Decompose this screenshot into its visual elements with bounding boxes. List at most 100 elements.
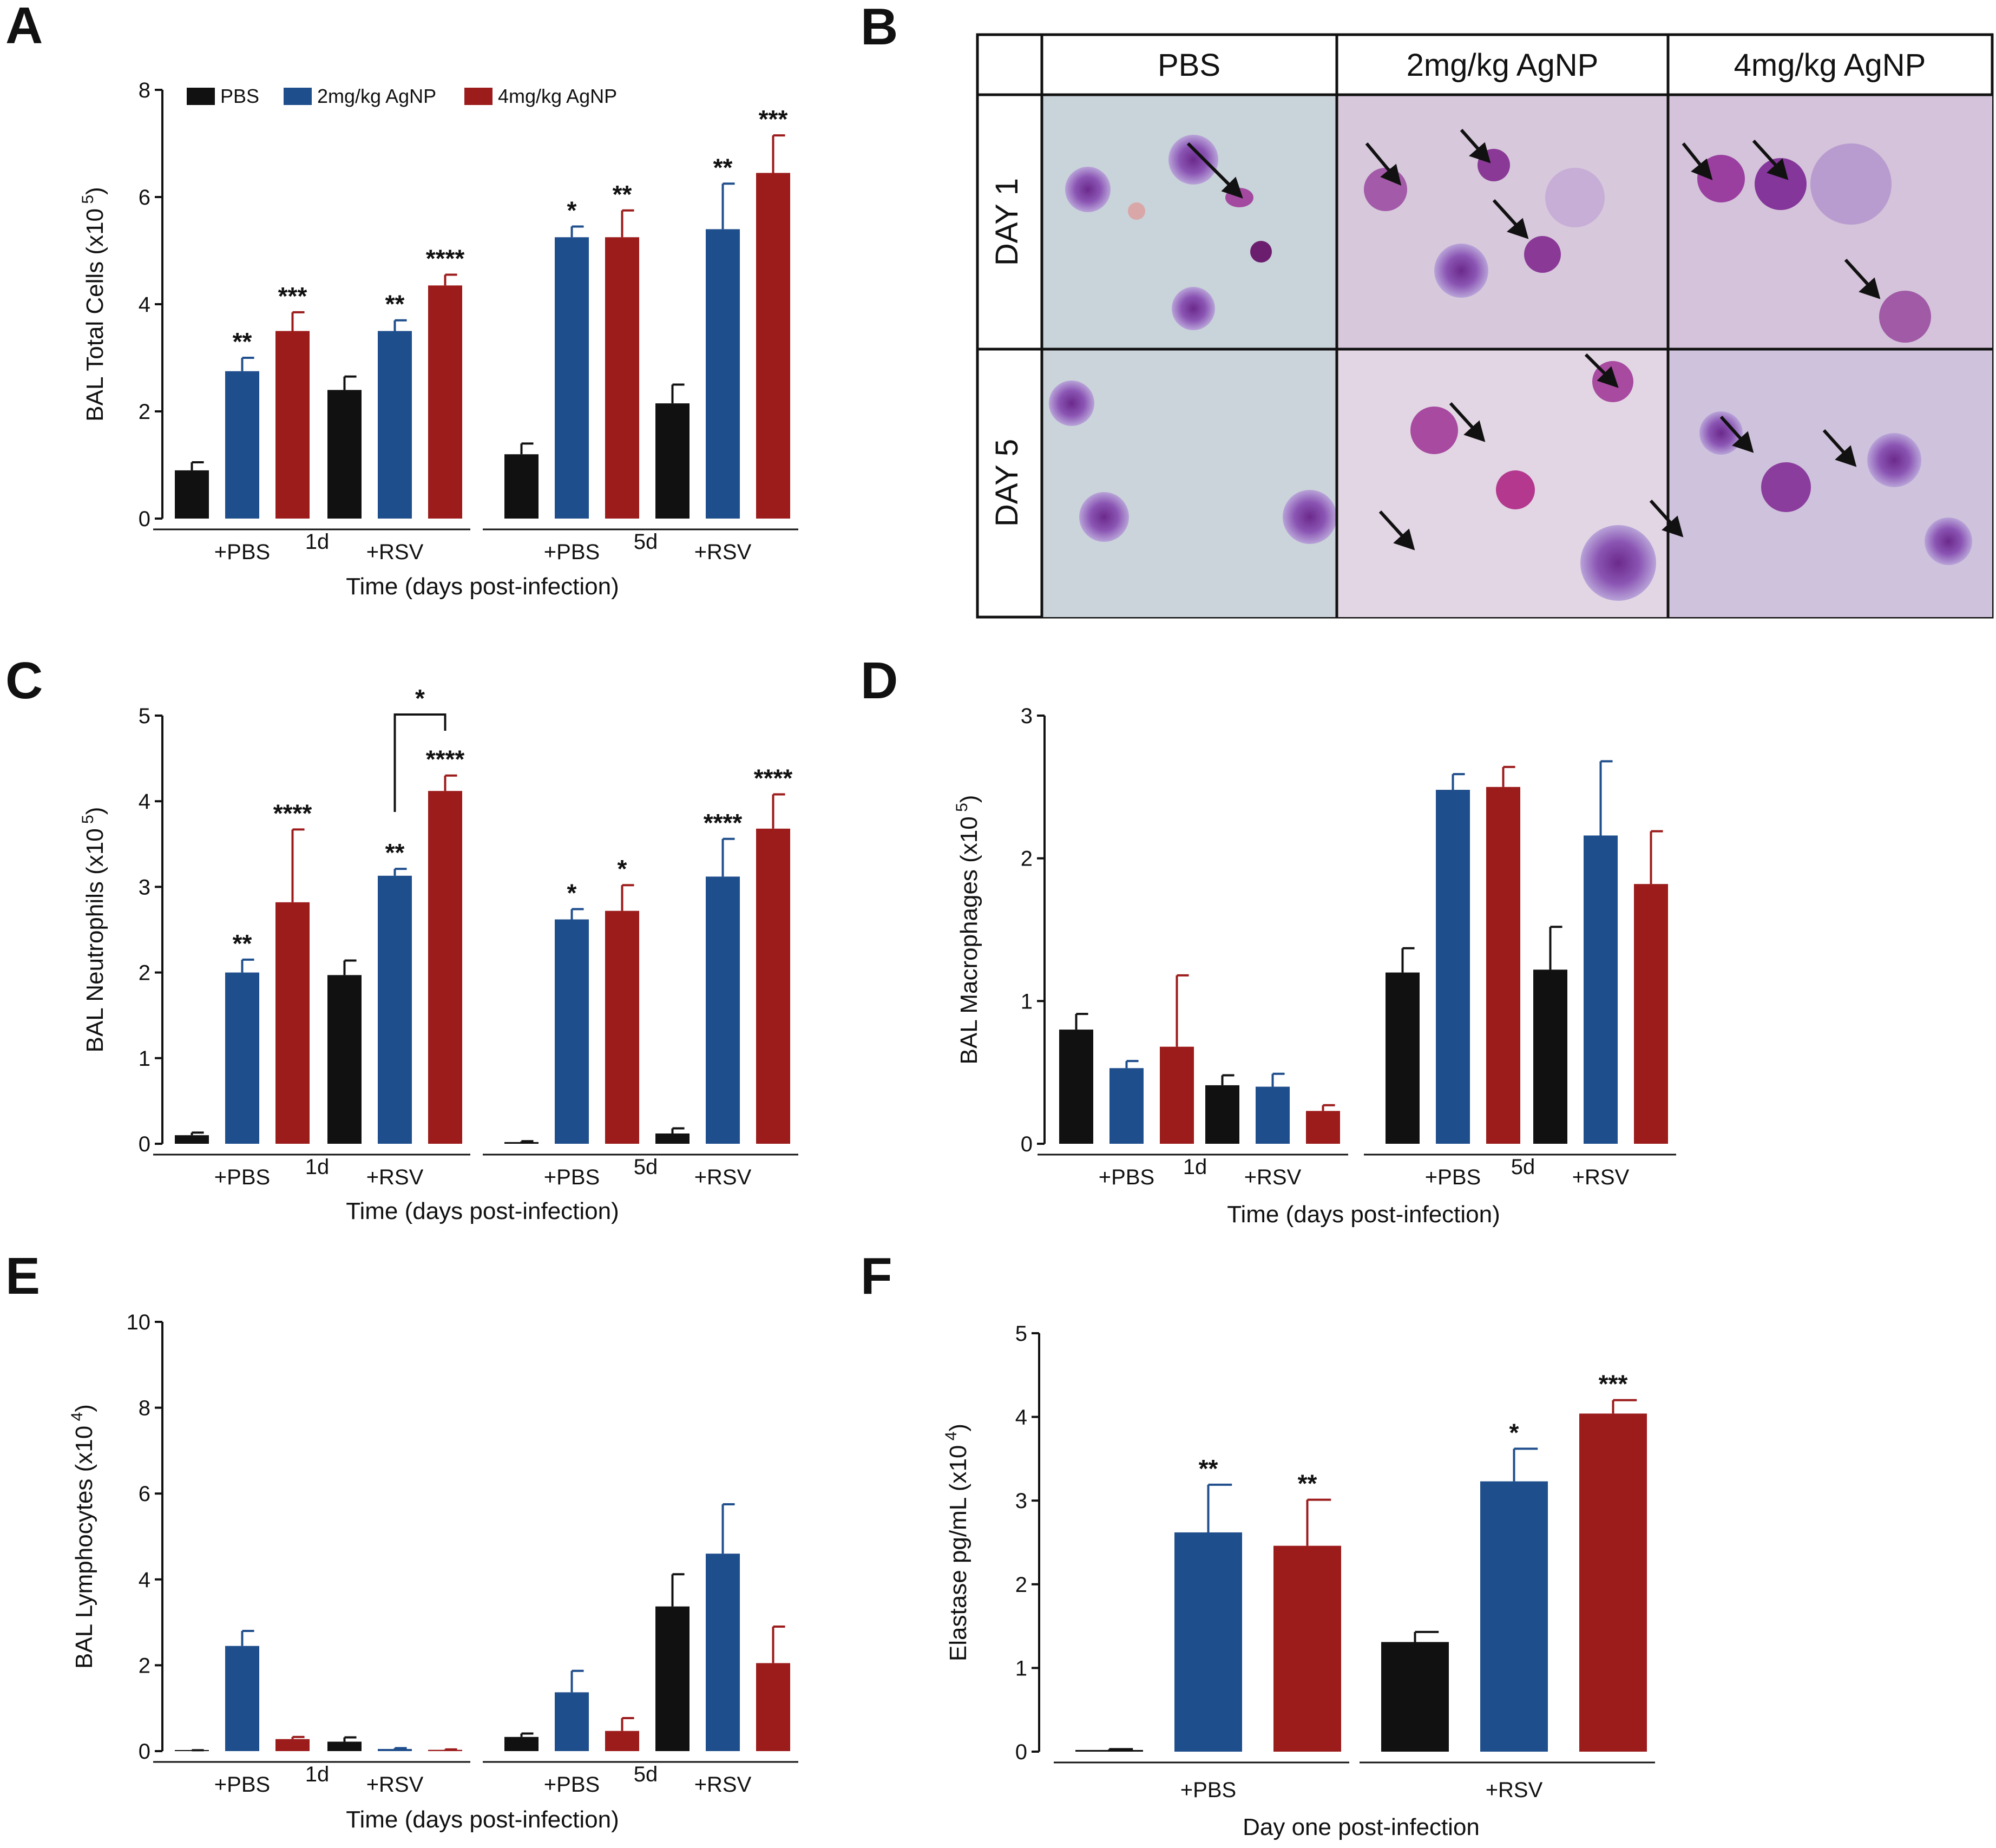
group-label: +PBS [1180, 1778, 1236, 1802]
panel-letter-c: C [5, 652, 43, 710]
y-tick-label: 4 [139, 293, 150, 317]
y-axis-label-exponent: 4 [68, 1412, 86, 1426]
significance-stars: ** [613, 180, 632, 208]
y-axis-label-text: BAL Total Cells (x10 [82, 208, 108, 422]
group-label: +PBS [1099, 1165, 1154, 1189]
legend-swatch [187, 88, 215, 105]
bar-e-g1-s0 [327, 1741, 362, 1751]
group-label: +PBS [544, 1165, 600, 1189]
bar-a-g1-s2 [428, 285, 462, 519]
micrograph-col-header-pbs: PBS [1158, 48, 1220, 83]
legend-label: 2mg/kg AgNP [317, 85, 436, 107]
significance-stars: ** [1298, 1470, 1317, 1498]
y-tick-label: 3 [1015, 1489, 1027, 1513]
significance-stars: *** [278, 282, 307, 310]
y-tick-label: 2 [1021, 847, 1033, 871]
bar-a-g3-s0 [655, 403, 690, 519]
x-axis-label: Time (days post-infection) [1227, 1201, 1500, 1228]
bar-d-g0-s1 [1109, 1068, 1144, 1144]
micrograph-4mg-day1 [1668, 95, 1992, 349]
bar-a-g1-s1 [378, 331, 412, 519]
bar-a-g3-s1 [706, 229, 740, 519]
bar-d-g1-s1 [1256, 1086, 1290, 1144]
bar-d-g1-s0 [1205, 1085, 1239, 1144]
micrograph-row-header-day1: DAY 1 [989, 178, 1025, 266]
bar-a-g0-s0 [175, 470, 209, 519]
y-axis-label-close: ) [82, 807, 108, 815]
significance-stars: * [567, 196, 577, 224]
bar-e-g0-s2 [275, 1739, 310, 1751]
y-axis-label: BAL Total Cells (x10 5) [79, 187, 108, 421]
y-tick-label: 3 [1021, 704, 1033, 728]
significance-stars: * [618, 855, 627, 883]
bar-d-g3-s1 [1584, 835, 1618, 1144]
y-axis-label-exponent: 5 [79, 815, 97, 828]
bar-d-g2-s0 [1386, 972, 1420, 1144]
y-tick-label: 8 [139, 78, 150, 102]
bar-a-g0-s1 [225, 371, 259, 519]
bar-c-g0-s0 [175, 1135, 209, 1144]
y-tick-label: 10 [127, 1310, 151, 1334]
day-label: 1d [1183, 1155, 1207, 1179]
group-label: +PBS [214, 1165, 270, 1189]
bar-a-g1-s0 [327, 390, 362, 519]
group-label: +PBS [544, 1773, 600, 1797]
bar-f-g1-s2 [1579, 1413, 1647, 1752]
group-label: +PBS [214, 1773, 270, 1797]
group-label: +RSV [694, 1773, 752, 1797]
significance-stars: **** [273, 799, 312, 827]
y-axis-label-close: ) [956, 795, 982, 803]
y-tick-label: 0 [139, 1132, 150, 1156]
group-label: +RSV [366, 1773, 424, 1797]
panel-letter-b: B [861, 0, 898, 56]
panel-b-micrographs: B [861, 0, 1994, 619]
panel-letter-d: D [861, 652, 898, 710]
significance-stars: ** [233, 929, 252, 958]
bar-c-g2-s2 [605, 910, 639, 1144]
bar-c-g1-s1 [378, 875, 412, 1144]
y-axis-label: BAL Macrophages (x10 5) [953, 795, 982, 1065]
bar-f-g1-s1 [1480, 1481, 1548, 1752]
y-axis-label-close: ) [82, 187, 108, 195]
y-axis-label-close: ) [71, 1404, 97, 1412]
y-tick-label: 6 [139, 186, 150, 209]
y-axis-label-text: Elastase pg/mL (x10 [945, 1445, 971, 1661]
bar-c-g1-s0 [327, 975, 362, 1144]
micrograph-col-header-2mg: 2mg/kg AgNP [1407, 48, 1599, 83]
y-tick-label: 4 [1015, 1406, 1027, 1430]
y-tick-label: 6 [139, 1482, 150, 1506]
legend-label: PBS [220, 85, 259, 107]
bar-d-g2-s1 [1436, 790, 1470, 1144]
y-tick-label: 0 [139, 1740, 150, 1764]
bar-e-g3-s2 [756, 1663, 790, 1751]
bar-f-g0-s1 [1174, 1532, 1242, 1752]
micrograph-2mg-day1 [1337, 95, 1668, 349]
significance-stars: **** [426, 745, 465, 774]
significance-stars: **** [704, 809, 743, 837]
day-label: 5d [1511, 1155, 1535, 1179]
significance-stars: * [1509, 1418, 1519, 1446]
bar-e-g2-s0 [504, 1736, 539, 1751]
bar-d-g3-s0 [1533, 969, 1567, 1144]
bar-c-g1-s2 [428, 791, 462, 1144]
bar-d-g2-s2 [1486, 787, 1520, 1144]
bar-e-g3-s0 [655, 1606, 690, 1751]
bar-c-g0-s1 [225, 972, 259, 1144]
bar-d-g3-s2 [1634, 884, 1668, 1144]
significance-stars: ** [233, 327, 252, 356]
y-axis-label: BAL Neutrophils (x10 5) [79, 807, 108, 1053]
group-label: +RSV [694, 540, 752, 564]
bar-e-g0-s1 [225, 1646, 259, 1751]
significance-stars: *** [1599, 1370, 1628, 1398]
significance-stars: ** [713, 153, 733, 181]
y-tick-label: 5 [1015, 1322, 1027, 1346]
x-axis-label: Time (days post-infection) [346, 1806, 619, 1833]
bar-f-g0-s2 [1273, 1545, 1341, 1752]
y-tick-label: 1 [139, 1047, 150, 1071]
significance-stars: ** [385, 290, 405, 318]
bar-e-g2-s1 [555, 1692, 589, 1751]
y-axis-label-text: BAL Macrophages (x10 [956, 816, 982, 1064]
y-axis-label: Elastase pg/mL (x10 4) [942, 1424, 971, 1661]
significance-stars: **** [754, 764, 793, 792]
